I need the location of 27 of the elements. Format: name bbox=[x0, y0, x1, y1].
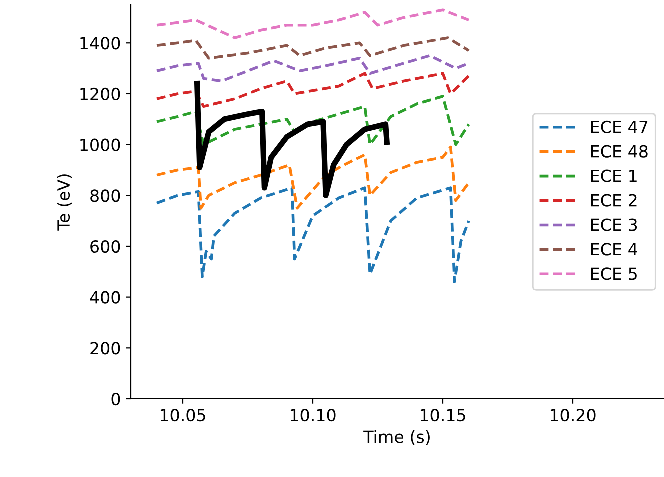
legend-label: ECE 1 bbox=[591, 170, 637, 182]
x-tick-label: 10.15 bbox=[420, 409, 466, 422]
y-tick-label: 1000 bbox=[80, 138, 120, 152]
legend-label: ECE 3 bbox=[591, 218, 638, 232]
line-series bbox=[156, 36, 470, 60]
x-axis-title: Time (s) bbox=[364, 430, 430, 446]
x-tick-label: 10.05 bbox=[160, 409, 206, 422]
legend-label: ECE 2 bbox=[591, 194, 637, 207]
line-series bbox=[156, 186, 470, 284]
legend-label: ECE 47 bbox=[591, 120, 648, 134]
y-tick-label: 600 bbox=[90, 240, 120, 254]
legend-label: ECE 5 bbox=[591, 268, 637, 280]
y-tick-label: 1400 bbox=[80, 37, 120, 50]
y-tick-label: 800 bbox=[90, 190, 120, 202]
line-series bbox=[156, 95, 470, 146]
y-tick-label: 400 bbox=[90, 291, 120, 304]
y-tick-label: 200 bbox=[90, 342, 120, 355]
legend-label: ECE 4 bbox=[591, 243, 638, 256]
y-tick-label: 1200 bbox=[80, 88, 120, 101]
x-tick-label: 10.20 bbox=[550, 409, 596, 422]
y-tick-label: 0 bbox=[112, 392, 120, 406]
x-tick-label: 10.10 bbox=[290, 409, 336, 422]
line-series bbox=[156, 72, 470, 108]
line-series bbox=[156, 146, 470, 210]
legend-label: ECE 48 bbox=[591, 145, 648, 158]
line-series bbox=[156, 8, 470, 40]
y-axis-title: Te (eV) bbox=[57, 174, 72, 231]
